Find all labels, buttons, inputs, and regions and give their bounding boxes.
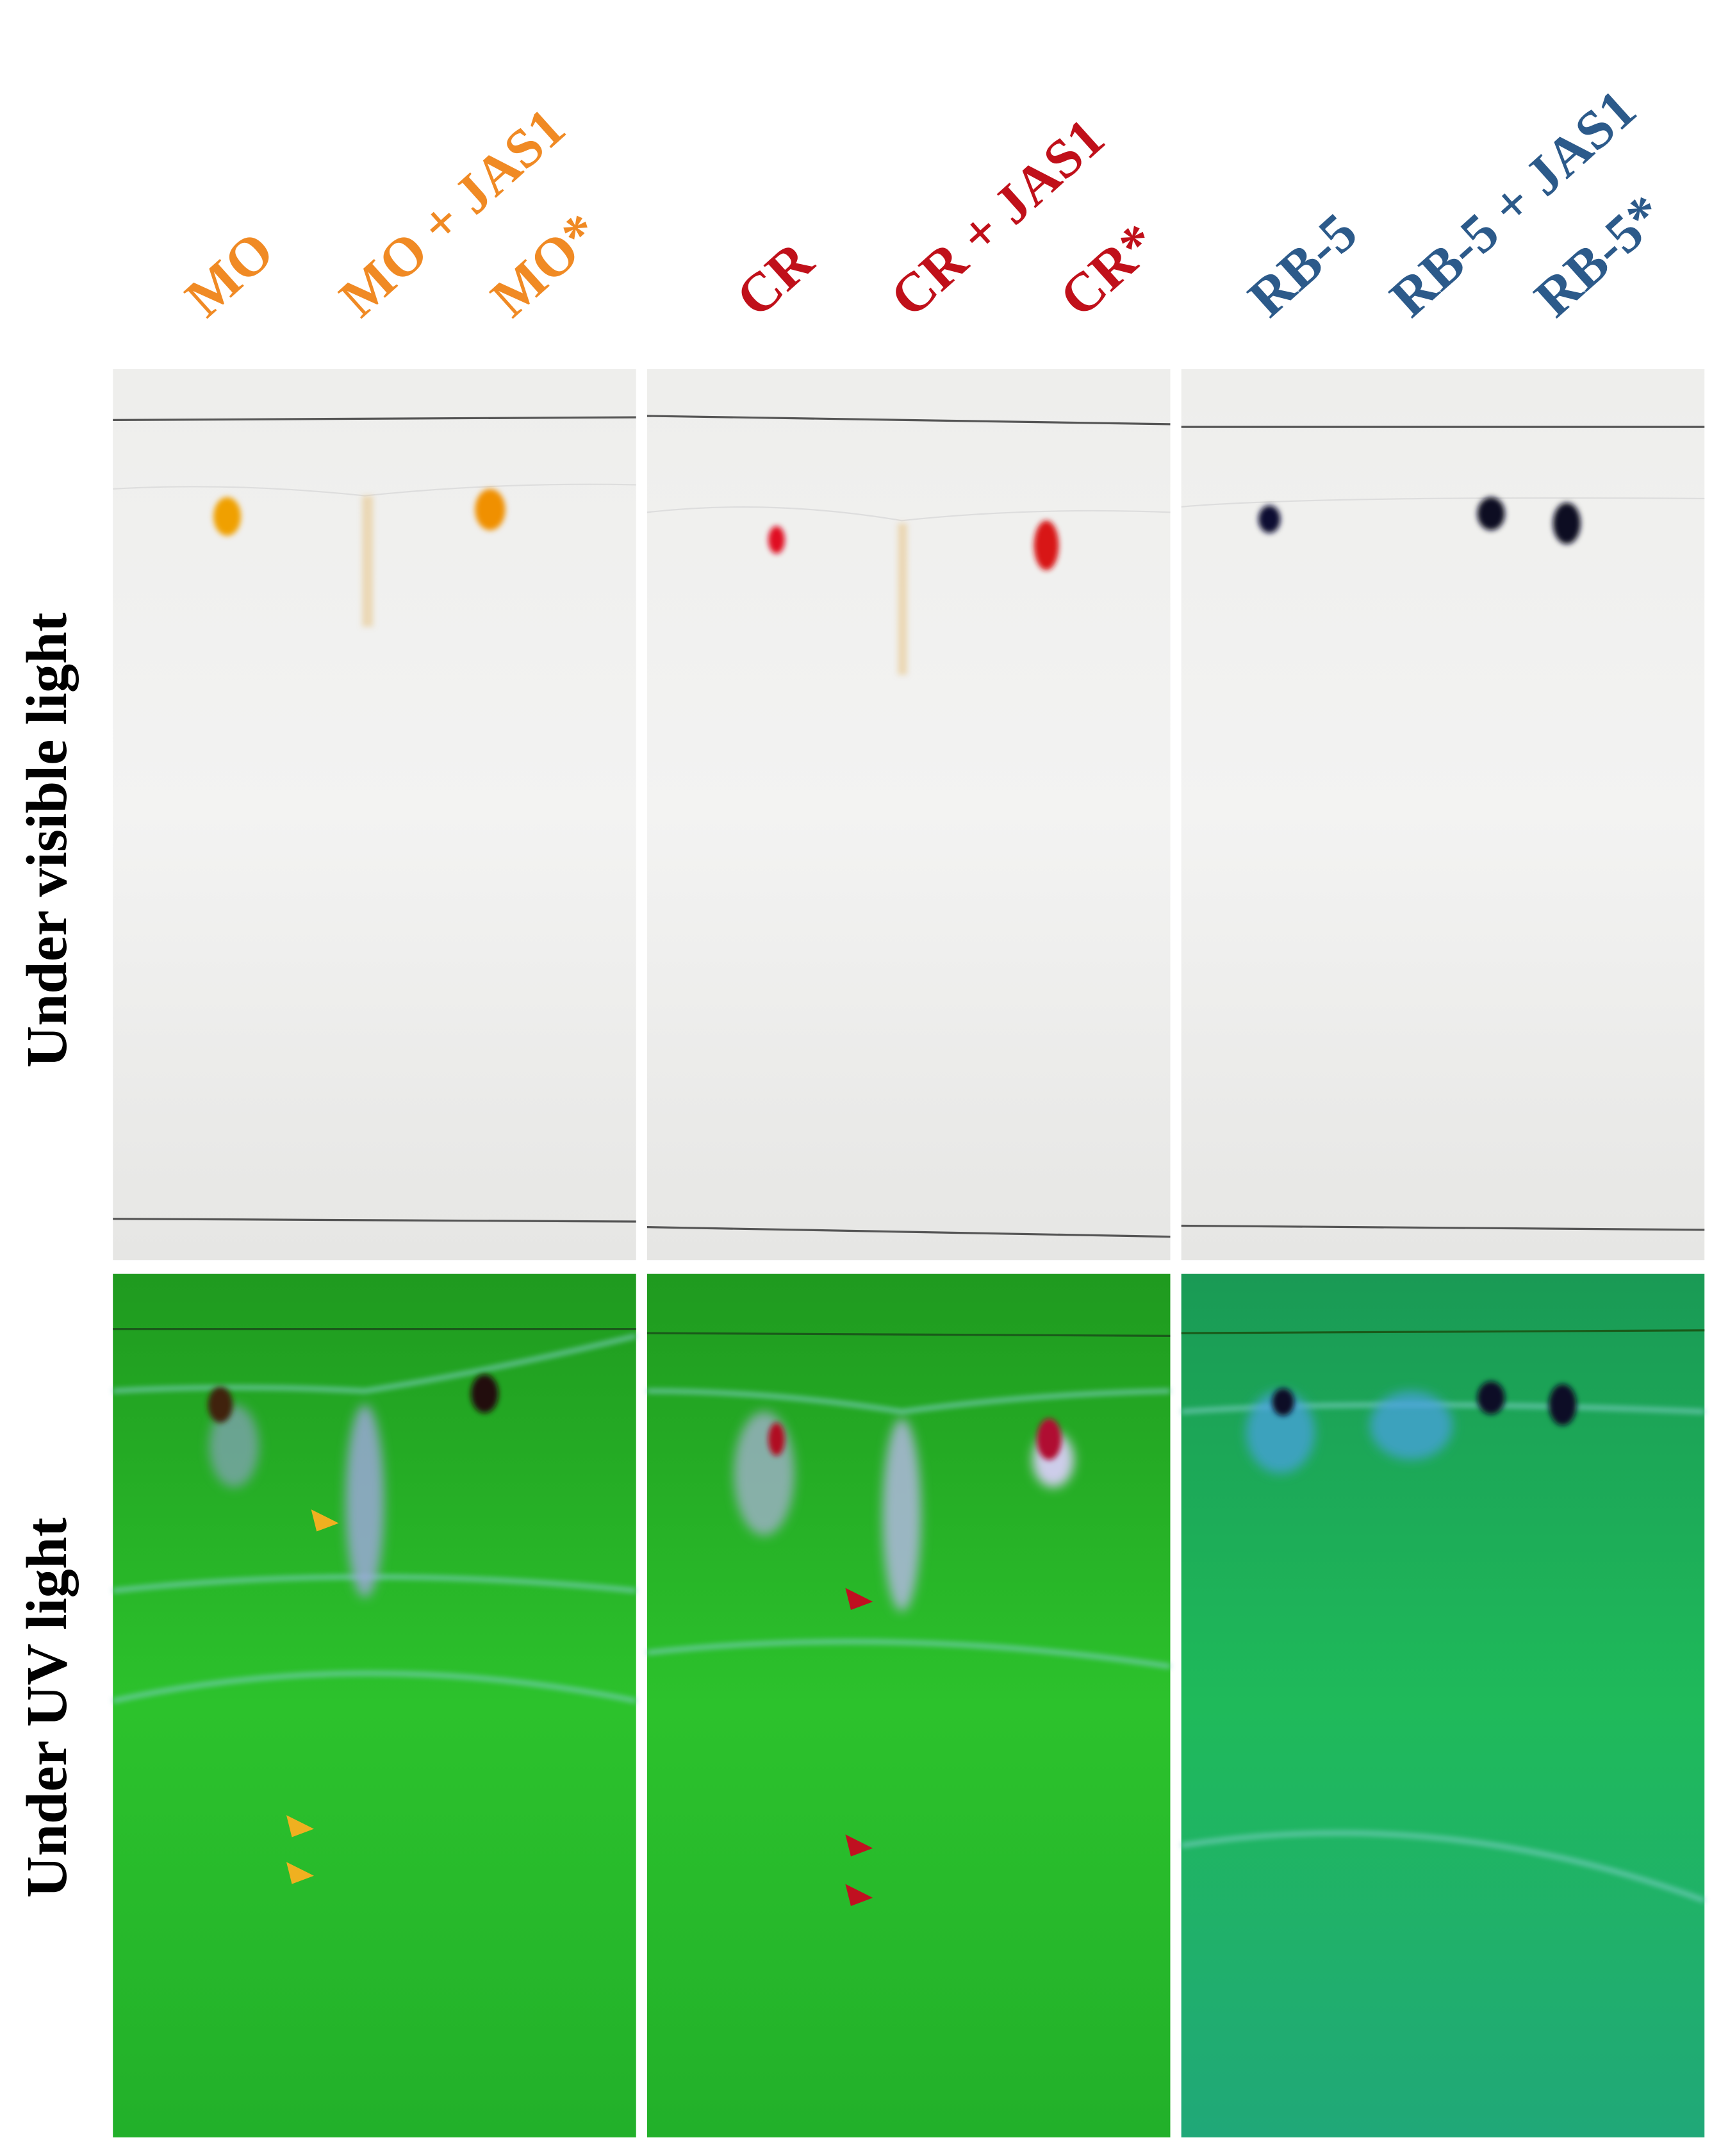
plate bbox=[113, 1273, 636, 2137]
plate bbox=[646, 1273, 1171, 2137]
plate bbox=[113, 369, 636, 1261]
lane-label: CR bbox=[724, 229, 825, 329]
visible-panels bbox=[113, 369, 1705, 1261]
column-labels: MO MO + JAS1 MO* CR CR + JAS1 CR* RB-5 R… bbox=[174, 78, 1676, 329]
lane-label: MO* bbox=[479, 201, 611, 329]
row-label: Under visible light bbox=[15, 613, 79, 1068]
uv-panels bbox=[112, 1273, 1706, 2137]
lane-label: MO bbox=[174, 219, 285, 328]
lane-label: CR* bbox=[1048, 211, 1168, 329]
lane-label: RB-5 + JAS1 bbox=[1378, 78, 1647, 329]
row-label: Under UV light bbox=[15, 1518, 79, 1898]
plate bbox=[646, 369, 1171, 1261]
arrowheads bbox=[286, 1509, 873, 1906]
lane-label: RB-5 bbox=[1237, 201, 1369, 329]
